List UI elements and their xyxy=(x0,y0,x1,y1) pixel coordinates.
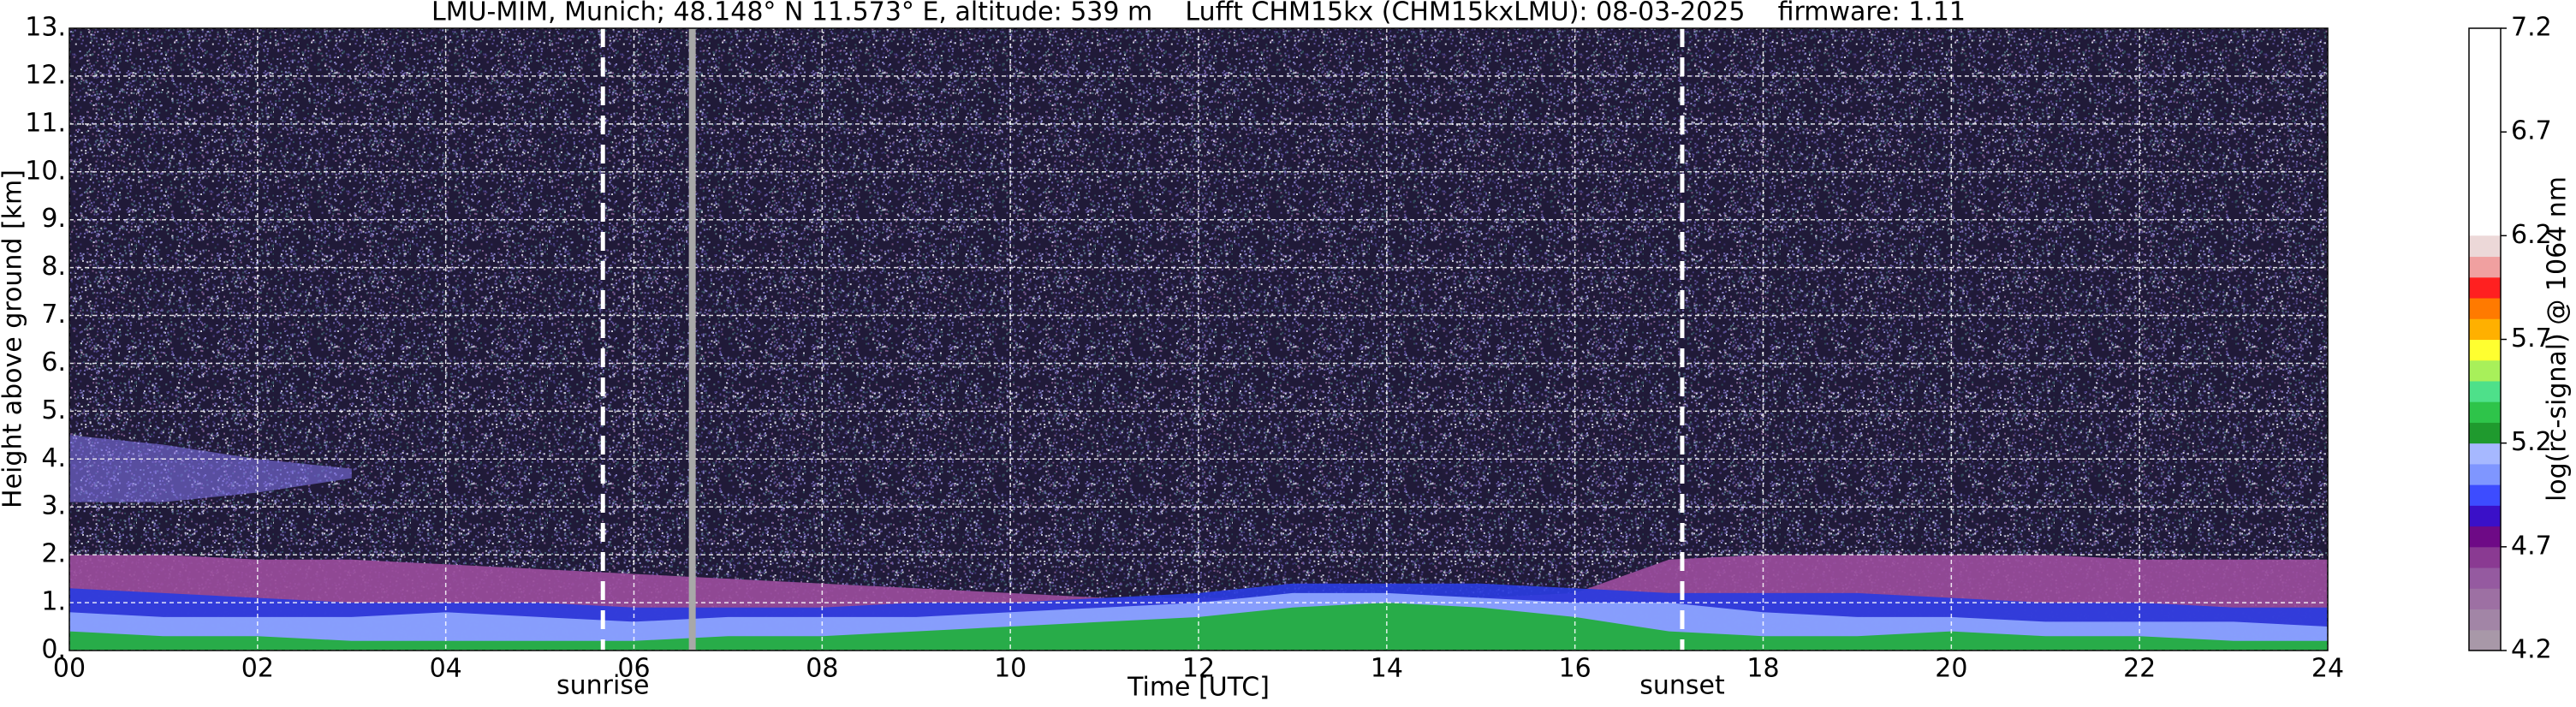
y-tick-label: 5. xyxy=(41,395,66,425)
x-tick-label: 06 xyxy=(617,654,650,684)
y-tick-label: 4. xyxy=(41,443,66,473)
colorbar-tick-label: 6.2 xyxy=(2511,220,2552,250)
colorbar-level xyxy=(2469,609,2501,631)
colorbar-level xyxy=(2469,463,2501,485)
x-tick-label: 20 xyxy=(1935,654,1967,684)
y-tick-label: 10. xyxy=(25,156,66,186)
colorbar-tick-label: 5.7 xyxy=(2511,324,2552,354)
colorbar-level xyxy=(2469,505,2501,527)
colorbar-level xyxy=(2469,484,2501,506)
chart-title: LMU-MIM, Munich; 48.148° N 11.573° E, al… xyxy=(431,0,1966,27)
plot-frame xyxy=(68,27,2329,651)
x-tick-label: 04 xyxy=(430,654,462,684)
x-tick-label: 02 xyxy=(241,654,274,684)
colorbar-level xyxy=(2469,359,2501,382)
colorbar-level xyxy=(2469,256,2501,278)
y-tick-label: 9. xyxy=(41,204,66,234)
y-tick-label: 11. xyxy=(25,108,66,138)
colorbar-label: log(rc-signal) @ 1064 nm xyxy=(2543,176,2573,502)
y-tick-label: 12. xyxy=(25,60,66,90)
x-tick-label: 14 xyxy=(1371,654,1403,684)
colorbar-level xyxy=(2469,298,2501,319)
colorbar-tick-label: 7.2 xyxy=(2511,13,2552,43)
colorbar-tick-label: 5.2 xyxy=(2511,427,2552,457)
y-tick-label: 0. xyxy=(41,635,66,665)
signal-layer xyxy=(69,435,352,502)
colorbar-level xyxy=(2469,235,2501,258)
colorbar-level xyxy=(2469,401,2501,423)
colorbar-tick-label: 4.2 xyxy=(2511,635,2552,665)
x-tick-label: 24 xyxy=(2311,654,2344,684)
colorbar-level xyxy=(2469,276,2501,299)
x-axis-label: Time [UTC] xyxy=(1127,673,1270,703)
colorbar-level xyxy=(2469,380,2501,402)
x-tick-label: 08 xyxy=(806,654,838,684)
event-label: sunrise xyxy=(556,671,649,701)
colorbar-level xyxy=(2469,443,2501,465)
x-tick-label: 00 xyxy=(53,654,86,684)
event-label: sunset xyxy=(1639,671,1725,701)
y-tick-label: 13. xyxy=(25,13,66,43)
x-tick-label: 18 xyxy=(1746,654,1779,684)
x-tick-label: 16 xyxy=(1559,654,1591,684)
colorbar-level xyxy=(2469,339,2501,361)
y-tick-label: 7. xyxy=(41,300,66,330)
colorbar-level xyxy=(2469,567,2501,589)
y-tick-label: 2. xyxy=(41,539,66,569)
y-tick-label: 6. xyxy=(41,348,66,377)
colorbar-tick-label: 6.7 xyxy=(2511,116,2552,146)
colorbar-level xyxy=(2469,629,2501,651)
y-tick-label: 1. xyxy=(41,587,66,617)
x-tick-label: 10 xyxy=(994,654,1026,684)
colorbar-tick-label: 4.7 xyxy=(2511,531,2552,561)
y-tick-label: 8. xyxy=(41,252,66,282)
colorbar-level xyxy=(2469,526,2501,548)
colorbar-level xyxy=(2469,318,2501,340)
x-tick-label: 22 xyxy=(2123,654,2156,684)
y-tick-label: 3. xyxy=(41,491,66,521)
y-axis-label: Height above ground [km] xyxy=(0,169,28,508)
colorbar-level xyxy=(2469,546,2501,568)
x-tick-label: 12 xyxy=(1182,654,1215,684)
colorbar-level xyxy=(2469,422,2501,444)
colorbar-level xyxy=(2469,588,2501,610)
